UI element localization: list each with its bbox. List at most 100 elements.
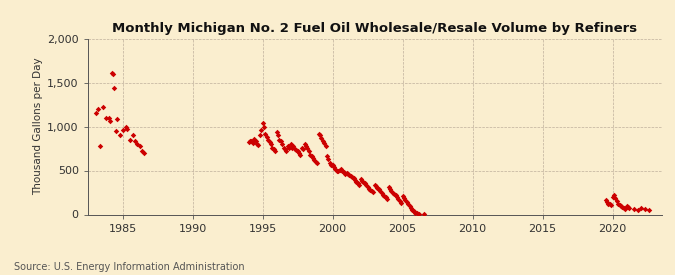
Point <box>621 204 632 208</box>
Point <box>248 141 259 145</box>
Point <box>386 189 397 193</box>
Point <box>319 141 329 145</box>
Point <box>604 202 615 207</box>
Point <box>300 144 311 148</box>
Point <box>269 147 279 152</box>
Point <box>308 156 319 160</box>
Point <box>309 158 320 162</box>
Point <box>402 200 412 204</box>
Y-axis label: Thousand Gallons per Day: Thousand Gallons per Day <box>33 58 43 195</box>
Point <box>331 168 342 173</box>
Point <box>306 154 317 159</box>
Point <box>385 187 396 191</box>
Point <box>414 211 425 216</box>
Point <box>305 152 316 157</box>
Point <box>263 138 273 142</box>
Point <box>392 195 402 200</box>
Point <box>138 151 149 155</box>
Point <box>358 180 369 184</box>
Point <box>292 149 303 153</box>
Point <box>352 181 363 185</box>
Point <box>244 138 255 143</box>
Point <box>408 209 419 214</box>
Point <box>275 139 286 144</box>
Point <box>249 137 260 141</box>
Point <box>273 133 284 138</box>
Point <box>265 140 275 145</box>
Point <box>322 154 333 159</box>
Point <box>347 174 358 179</box>
Point <box>261 135 272 139</box>
Point <box>90 111 101 116</box>
Point <box>130 139 140 144</box>
Point <box>290 146 300 151</box>
Point <box>267 145 278 150</box>
Point <box>600 198 611 202</box>
Point <box>279 147 290 152</box>
Point <box>95 144 106 148</box>
Point <box>134 144 145 148</box>
Point <box>127 133 138 138</box>
Point <box>330 167 341 171</box>
Point <box>246 139 257 144</box>
Point <box>295 152 306 157</box>
Point <box>368 190 379 194</box>
Point <box>367 189 377 193</box>
Point <box>317 138 328 143</box>
Point <box>124 138 135 142</box>
Point <box>348 176 359 181</box>
Point <box>351 180 362 184</box>
Point <box>254 133 265 138</box>
Point <box>362 185 373 189</box>
Point <box>342 171 352 175</box>
Point <box>277 142 288 146</box>
Point <box>335 167 346 171</box>
Point <box>260 131 271 136</box>
Point <box>404 204 415 208</box>
Point <box>343 172 354 176</box>
Point <box>379 194 390 199</box>
Point <box>266 142 277 146</box>
Point <box>403 202 414 207</box>
Point <box>617 205 628 209</box>
Point <box>397 194 408 198</box>
Point <box>310 160 321 164</box>
Point <box>296 145 307 150</box>
Point <box>250 138 261 143</box>
Point <box>115 133 126 138</box>
Point <box>294 151 304 155</box>
Point <box>284 145 295 150</box>
Point <box>616 204 626 208</box>
Point <box>105 119 115 123</box>
Point <box>369 182 380 187</box>
Point <box>620 206 630 211</box>
Point <box>624 206 634 210</box>
Point <box>257 121 268 125</box>
Point <box>256 128 267 132</box>
Point <box>364 186 375 191</box>
Point <box>411 211 422 215</box>
Point <box>313 131 324 136</box>
Point <box>396 200 406 205</box>
Point <box>107 72 118 76</box>
Point <box>350 178 360 182</box>
Point <box>406 206 416 210</box>
Point <box>393 197 404 201</box>
Point <box>632 208 643 213</box>
Point <box>287 145 298 150</box>
Point <box>320 144 331 148</box>
Point <box>92 107 103 111</box>
Point <box>103 116 114 120</box>
Point <box>355 177 366 182</box>
Point <box>259 124 269 129</box>
Point <box>286 142 296 146</box>
Point <box>605 203 616 207</box>
Text: Source: U.S. Energy Information Administration: Source: U.S. Energy Information Administ… <box>14 262 244 272</box>
Point <box>390 193 401 197</box>
Point <box>394 199 405 203</box>
Point <box>278 145 289 150</box>
Point <box>327 163 338 167</box>
Point <box>325 160 335 165</box>
Point <box>298 147 308 152</box>
Point <box>628 207 639 211</box>
